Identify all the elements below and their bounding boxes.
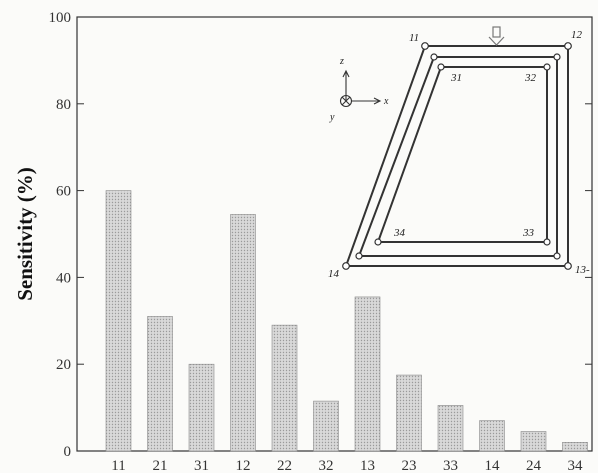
node-label-12: 12: [571, 29, 583, 41]
y-tick-label-60: 60: [56, 184, 71, 200]
bar-33: [437, 405, 464, 452]
bar-11: [105, 190, 132, 452]
node-11: [421, 42, 429, 50]
x-tick-label-34: 34: [568, 458, 584, 473]
node-23: [553, 252, 561, 260]
bars: [105, 190, 588, 452]
y-axis: 0 20 40 60 80 100: [49, 10, 592, 460]
x-tick-label-22: 22: [277, 458, 292, 473]
node-label-11: 11: [409, 32, 419, 44]
x-tick-label-33: 33: [443, 458, 458, 473]
node-34: [374, 238, 382, 246]
y-tick-label-100: 100: [49, 10, 72, 26]
load-arrow-icon: [488, 26, 505, 46]
bar-21: [147, 316, 173, 452]
node-31: [437, 63, 445, 71]
x-tick-label-24: 24: [526, 458, 542, 473]
y-tick-label-80: 80: [56, 97, 71, 113]
axis-letter-x: x: [383, 96, 389, 107]
axis-letter-z: z: [339, 56, 344, 67]
node-33: [543, 238, 551, 246]
y-tick-label-0: 0: [64, 444, 72, 460]
coordinate-axes-icon: [339, 69, 382, 108]
inner-frame: [376, 66, 548, 243]
node-label-14: 14: [328, 268, 340, 280]
bar-23: [396, 374, 422, 452]
x-tick-label-13: 13: [360, 458, 375, 473]
node-label-32: 32: [524, 72, 537, 84]
bar-31: [188, 363, 215, 452]
axis-letter-y: y: [329, 112, 335, 123]
x-tick-label-31: 31: [194, 458, 209, 473]
bar-22: [271, 324, 298, 452]
node-12: [564, 42, 572, 50]
bar-14: [479, 420, 505, 452]
node-32: [543, 63, 551, 71]
x-tick-label-12: 12: [236, 458, 251, 473]
node-21: [430, 53, 438, 61]
x-tick-label-11: 11: [111, 458, 125, 473]
bar-13: [354, 296, 381, 452]
node-13: [564, 262, 572, 270]
x-axis: 11 21 31 12 22 32 13 23 33 14 24 34: [111, 458, 583, 473]
y-axis-label: Sensitivity (%): [13, 167, 37, 301]
node-24: [355, 252, 363, 260]
x-tick-label-32: 32: [319, 458, 334, 473]
node-label-13: 13-: [575, 264, 590, 276]
node-label-33: 33: [522, 227, 535, 239]
bar-24: [520, 431, 547, 452]
node-label-34: 34: [393, 227, 406, 239]
node-14: [342, 262, 350, 270]
x-tick-label-23: 23: [402, 458, 417, 473]
x-tick-label-21: 21: [153, 458, 168, 473]
node-22: [553, 53, 561, 61]
y-tick-label-20: 20: [56, 357, 71, 373]
x-tick-label-14: 14: [485, 458, 501, 473]
bar-12: [230, 214, 256, 452]
y-tick-label-40: 40: [56, 270, 71, 286]
node-label-31: 31: [450, 72, 462, 84]
inset-nodes: [342, 42, 572, 270]
bar-32: [313, 400, 339, 452]
bar-34: [562, 442, 588, 452]
